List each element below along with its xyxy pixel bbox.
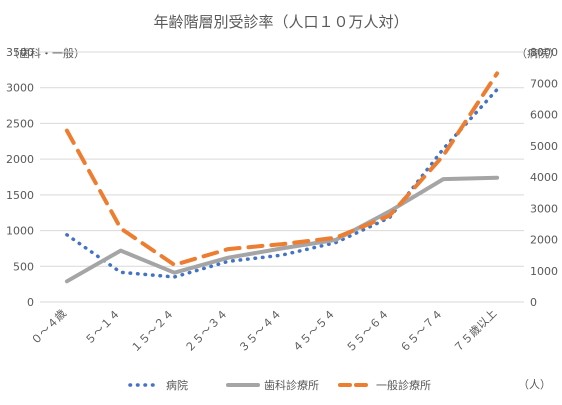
x-tick-label: １５～２４ (128, 307, 176, 355)
chart-title: 年齢階層別受診率（人口１０万人対） (153, 13, 408, 31)
right-axis-ticks: 0 1000 2000 3000 4000 5000 6000 7000 8000 (530, 46, 558, 309)
series-line-solid (64, 175, 500, 284)
right-tick-label: 3000 (530, 202, 558, 215)
x-tick-label: ２５～３４ (182, 307, 230, 355)
right-tick-label: 7000 (530, 77, 558, 90)
left-tick-label: 1000 (6, 225, 34, 238)
left-tick-label: 0 (27, 296, 34, 309)
x-tick-label: ６５～７４ (397, 307, 445, 355)
x-tick-label: ３５～４４ (236, 307, 284, 355)
gridlines (40, 51, 524, 303)
x-tick-label: ５５～６４ (344, 307, 392, 355)
right-tick-label: 2000 (530, 234, 558, 247)
right-tick-label: 5000 (530, 140, 558, 153)
right-tick-label: 1000 (530, 265, 558, 278)
x-tick-label: ４５～５４ (290, 307, 338, 355)
left-tick-label: 1500 (6, 189, 34, 202)
legend-label: 一般診療所 (376, 378, 431, 392)
series-line-dashed (64, 71, 500, 267)
x-axis-ticks: ０～４歳 ５～１４ １５～２４ ２５～３４ ３５～４４ ４５～５４ ５５～６４ ６５～７４ ７５… (29, 307, 500, 355)
series-lines (64, 71, 500, 284)
left-tick-label: 3500 (6, 46, 34, 59)
left-tick-label: 2000 (6, 153, 34, 166)
left-tick-label: 500 (13, 260, 34, 273)
left-axis-unit: （歯科・一般） (8, 46, 85, 60)
right-axis-unit: （病院） (516, 46, 560, 60)
right-tick-label: 8000 (530, 46, 558, 59)
x-tick-label: ７５歳以上 (451, 307, 499, 355)
legend-label: 歯科診療所 (264, 378, 319, 392)
left-tick-label: 3000 (6, 82, 34, 95)
x-tick-label: ０～４歳 (29, 307, 69, 347)
legend: 病院 歯科診療所 一般診療所 (128, 378, 431, 392)
right-tick-label: 0 (530, 296, 537, 309)
series-line-dotted (65, 87, 499, 279)
x-tick-label: ５～１４ (82, 307, 122, 347)
left-tick-label: 2500 (6, 117, 34, 130)
right-tick-label: 6000 (530, 109, 558, 122)
x-axis-unit: （人） (518, 378, 551, 391)
legend-label: 病院 (166, 378, 188, 392)
right-tick-label: 4000 (530, 171, 558, 184)
left-axis-ticks: 0 500 1000 1500 2000 2500 3000 3500 (6, 46, 34, 309)
